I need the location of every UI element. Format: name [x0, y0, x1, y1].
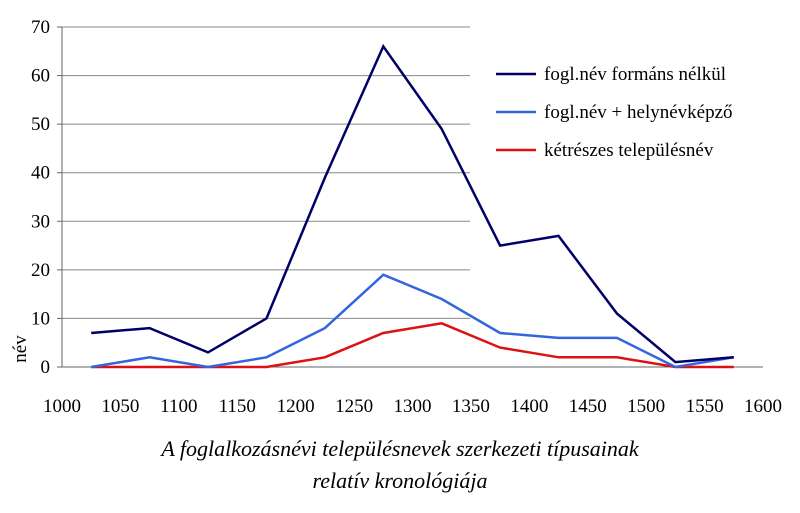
x-tick-label: 1300 [394, 396, 432, 417]
y-tick-labels: 0 10 20 30 40 50 60 70 [31, 17, 50, 378]
x-tick-label: 1050 [101, 396, 139, 417]
y-tick-label: 60 [31, 66, 50, 87]
y-tick-label: 50 [31, 114, 50, 135]
chart-title: A foglalkozásnévi településnevek szerkez… [161, 436, 639, 461]
x-tick-labels: 1000 1050 1100 1150 1200 1250 1300 1350 1400 1450… [43, 396, 782, 417]
legend: fogl.név formáns nélkül fogl.név + helyné… [478, 48, 778, 178]
y-tick-label: 30 [31, 211, 50, 232]
y-tick-label: 0 [41, 357, 51, 378]
legend-label: fogl.név formáns nélkül [544, 64, 726, 85]
series-line [91, 43, 734, 364]
chart-subtitle: relatív kronológiája [312, 468, 488, 493]
series-lines [90, 43, 735, 369]
x-tick-label: 1550 [686, 396, 724, 417]
y-tick-label: 70 [31, 17, 50, 38]
x-tick-label: 1600 [744, 396, 782, 417]
x-tick-label: 1100 [160, 396, 197, 417]
x-tick-label: 1150 [219, 396, 256, 417]
x-tick-label: 1350 [452, 396, 490, 417]
legend-label: kétrészes településnév [544, 140, 714, 161]
x-tick-label: 1000 [43, 396, 81, 417]
grid-lines [62, 26, 470, 319]
x-tick-label: 1450 [569, 396, 607, 417]
x-tick-label: 1200 [277, 396, 315, 417]
x-tick-label: 1500 [627, 396, 665, 417]
y-tick-label: 10 [31, 308, 50, 329]
y-axis-label: név [10, 335, 31, 363]
legend-label: fogl.név + helynévképző [544, 102, 733, 123]
series-line [90, 273, 735, 369]
y-tick-label: 40 [31, 163, 50, 184]
x-tick-label: 1250 [335, 396, 373, 417]
y-tick-label: 20 [31, 260, 50, 281]
series-line [91, 322, 734, 369]
x-tick-label: 1400 [510, 396, 548, 417]
